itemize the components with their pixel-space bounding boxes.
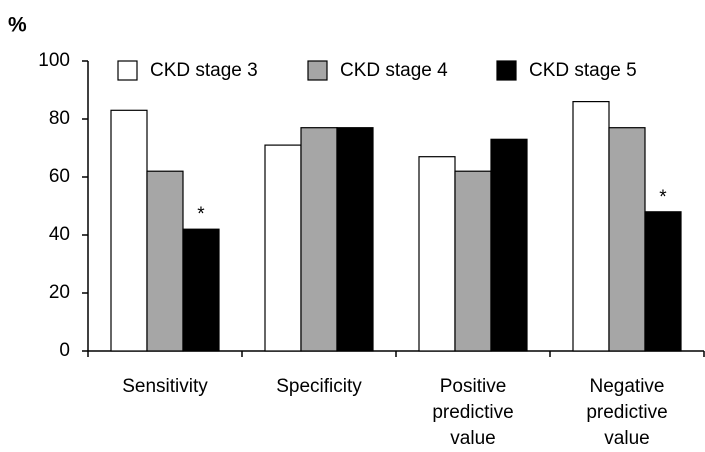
bar [110,109,148,352]
legend-label: CKD stage 4 [340,60,448,81]
y-tick-label: 40 [49,224,70,245]
y-tick-label: 80 [49,108,70,129]
bar [182,228,220,352]
bar [264,144,302,352]
bar [454,170,492,352]
y-tick-label: 60 [49,166,70,187]
annotation: * [197,204,205,225]
x-tick-label: Specificity [276,376,362,397]
bar [146,170,184,352]
legend-swatch [307,60,328,81]
legend-label: CKD stage 5 [529,60,637,81]
y-tick-label: 100 [38,50,70,71]
bar [644,211,682,352]
bar [418,156,456,352]
y-tick-label: 20 [49,282,70,303]
legend-label: CKD stage 3 [150,60,258,81]
y-tick-label: 0 [59,340,70,361]
bar [490,138,528,352]
legend-swatch [496,60,517,81]
legend-swatch [117,60,138,81]
bar [572,100,610,352]
y-axis-label: % [8,14,27,37]
bar [608,127,646,352]
x-tick-label: Sensitivity [122,376,208,397]
x-tick-label: Negative predictive value [586,376,667,449]
bar [300,127,338,352]
annotation: * [659,187,667,208]
bar [336,127,374,352]
x-tick-label: Positive predictive value [432,376,513,449]
